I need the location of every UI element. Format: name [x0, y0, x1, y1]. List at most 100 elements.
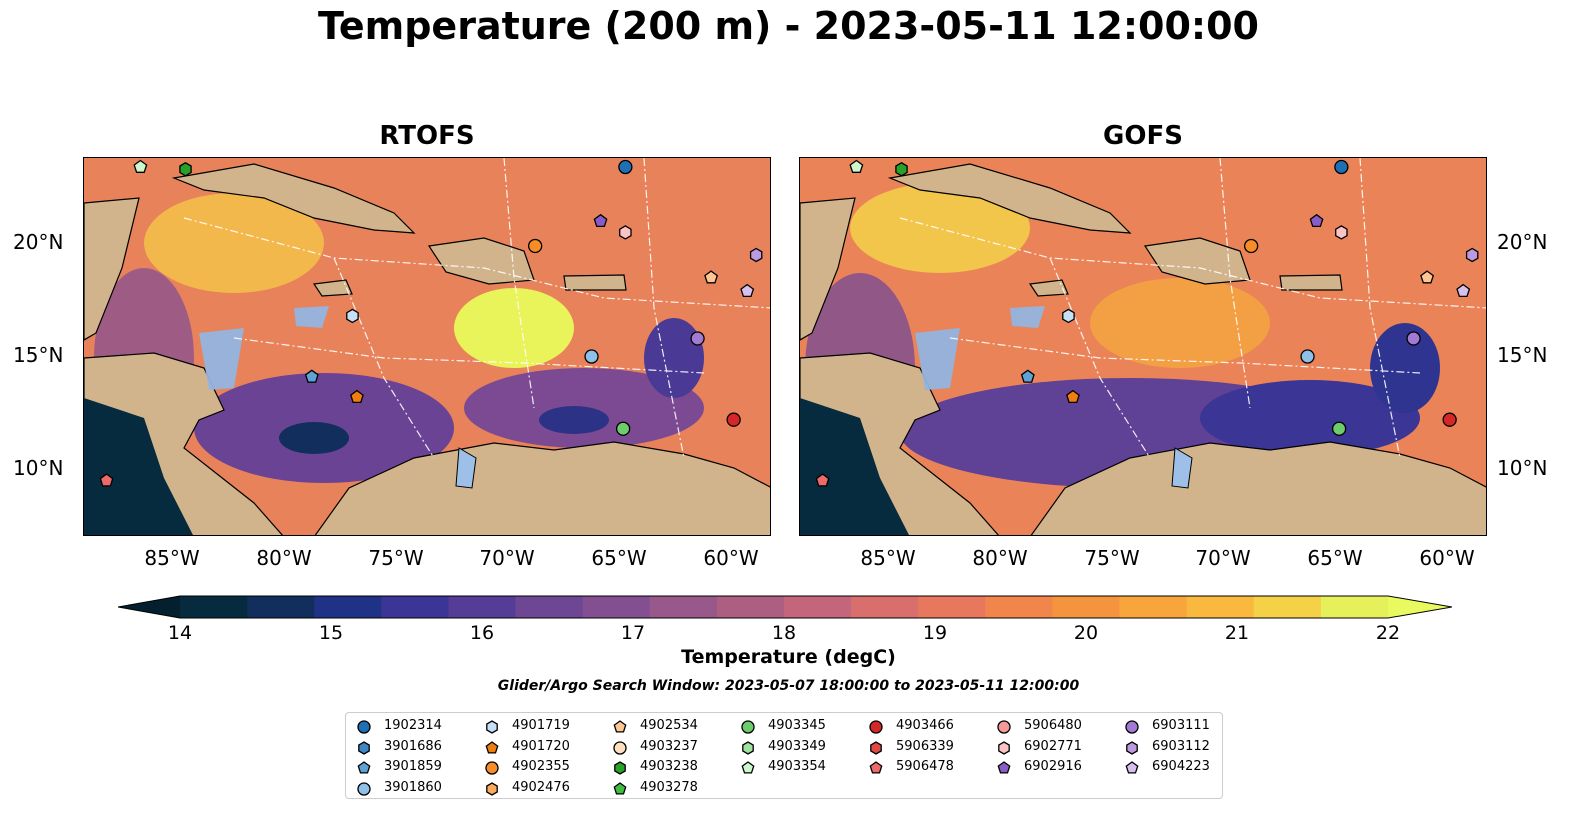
platform-marker-4902355	[527, 238, 543, 254]
platform-marker-6902916	[593, 213, 608, 228]
platform-marker-4903238	[179, 162, 192, 177]
lat-label-20n-right: 20°N	[1497, 230, 1548, 254]
platform-marker-4901719	[1062, 308, 1075, 324]
legend-marker-pentagon	[869, 761, 883, 774]
lon-label-70w-rtofs: 70°W	[479, 546, 535, 570]
platform-markers-gofs	[815, 159, 1479, 487]
platform-marker-5906478	[99, 473, 114, 487]
platform-marker-6904223	[1456, 283, 1471, 298]
legend-label: 3901686	[384, 738, 442, 754]
eez-boundaries-gofs	[899, 158, 1486, 459]
platform-markers-rtofs	[99, 159, 763, 487]
land-gofs	[800, 163, 1486, 535]
legend-marker-circle	[1125, 720, 1139, 734]
search-window-caption: Glider/Argo Search Window: 2023-05-07 18…	[497, 678, 1080, 694]
colorbar-bin	[381, 596, 449, 618]
legend-marker-pentagon	[997, 761, 1011, 774]
legend-label: 1902314	[384, 718, 442, 733]
colorbar-bin	[784, 596, 852, 618]
platform-marker-6902771	[1335, 225, 1348, 240]
platform-marker-4903345	[1331, 421, 1347, 436]
platform-marker-4903238	[895, 162, 908, 177]
panel-title-gofs: GOFS	[1103, 121, 1183, 151]
lon-label-80w-gofs: 80°W	[972, 546, 1028, 570]
legend-marker-pentagon	[1125, 761, 1139, 774]
legend-marker-pentagon	[613, 720, 627, 733]
lon-label-75w-rtofs: 75°W	[368, 546, 424, 570]
platform-marker-6902771	[619, 225, 632, 240]
legend-label: 6902771	[1024, 738, 1082, 754]
platform-marker-4902534	[1420, 270, 1435, 284]
platform-marker-4903354	[133, 159, 148, 173]
legend-label: 4902534	[640, 718, 698, 733]
panel-title-rtofs: RTOFS	[379, 121, 475, 151]
lon-label-60w-rtofs: 60°W	[703, 546, 759, 570]
legend-label: 6902916	[1024, 759, 1082, 774]
colorbar-bin	[1119, 596, 1188, 618]
eez-boundaries-rtofs	[183, 158, 770, 459]
colorbar-bin	[448, 596, 517, 618]
colorbar-bin	[180, 596, 248, 618]
colorbar-tick-18: 18	[771, 622, 797, 644]
legend-marker-pentagon	[357, 761, 371, 774]
colorbar-tick-20: 20	[1073, 622, 1099, 644]
legend-marker-hexagon	[486, 720, 498, 734]
colorbar-bin	[1052, 596, 1121, 618]
legend-label: 4901720	[512, 738, 570, 754]
platform-marker-6903112	[749, 247, 763, 263]
platform-marker-6903111	[1406, 331, 1421, 346]
legend-label: 6903111	[1152, 718, 1210, 733]
legend-marker-hexagon	[358, 740, 370, 755]
legend-label: 5906339	[896, 738, 954, 754]
colorbar-extend-high	[1388, 596, 1452, 618]
lon-label-65w-gofs: 65°W	[1307, 546, 1363, 570]
legend-label: 4903237	[640, 738, 698, 754]
colorbar-bin	[985, 596, 1053, 618]
lon-label-65w-rtofs: 65°W	[591, 546, 647, 570]
platform-marker-1902314	[618, 159, 633, 175]
colorbar-bin	[851, 596, 919, 618]
legend-marker-circle	[357, 720, 371, 734]
legend-label: 4903278	[640, 779, 698, 795]
colorbar-tick-16: 16	[469, 622, 495, 644]
lon-label-80w-rtofs: 80°W	[256, 546, 312, 570]
colorbar-tick-14: 14	[167, 622, 193, 644]
colorbar-label: Temperature (degC)	[681, 646, 896, 668]
legend-marker-circle	[869, 720, 883, 734]
legend-marker-hexagon	[614, 761, 626, 775]
colorbar-bin	[582, 596, 651, 618]
colorbar-bin	[649, 596, 718, 618]
colorbar-bin	[918, 596, 986, 618]
legend-label: 4902355	[512, 759, 570, 774]
platform-marker-6903111	[690, 331, 705, 346]
colorbar-svg	[117, 595, 1453, 619]
colorbar-bin	[247, 596, 315, 618]
platform-marker-6902916	[1309, 213, 1324, 228]
colorbar-bin	[314, 596, 382, 618]
legend-marker-pentagon	[485, 740, 499, 754]
legend-marker-hexagon	[486, 781, 498, 796]
colorbar-bin	[1186, 596, 1255, 618]
legend-marker-hexagon	[998, 740, 1010, 755]
colorbar-bin	[1253, 596, 1322, 618]
lon-label-70w-gofs: 70°W	[1195, 546, 1251, 570]
legend-marker-hexagon	[870, 740, 882, 755]
legend-marker-hexagon	[1126, 740, 1138, 755]
platform-marker-4901719	[346, 308, 359, 324]
legend-label: 4903345	[768, 718, 826, 733]
legend-label: 4903238	[640, 759, 698, 774]
platform-marker-6903112	[1465, 247, 1479, 263]
map-panel-rtofs	[83, 157, 771, 536]
lat-label-15n-right: 15°N	[1497, 343, 1548, 367]
legend-marker-circle	[741, 720, 755, 734]
lon-label-85w-gofs: 85°W	[860, 546, 916, 570]
colorbar-bin	[515, 596, 584, 618]
platform-marker-3901859	[304, 369, 319, 383]
colorbar-bin	[1320, 596, 1389, 618]
colorbar-bin	[716, 596, 785, 618]
map-svg-rtofs	[84, 158, 770, 535]
legend-marker-pentagon	[613, 781, 627, 795]
platform-marker-3901860	[584, 349, 599, 364]
figure-title: Temperature (200 m) - 2023-05-11 12:00:0…	[317, 4, 1259, 48]
platform-marker-4901720	[1066, 389, 1080, 404]
